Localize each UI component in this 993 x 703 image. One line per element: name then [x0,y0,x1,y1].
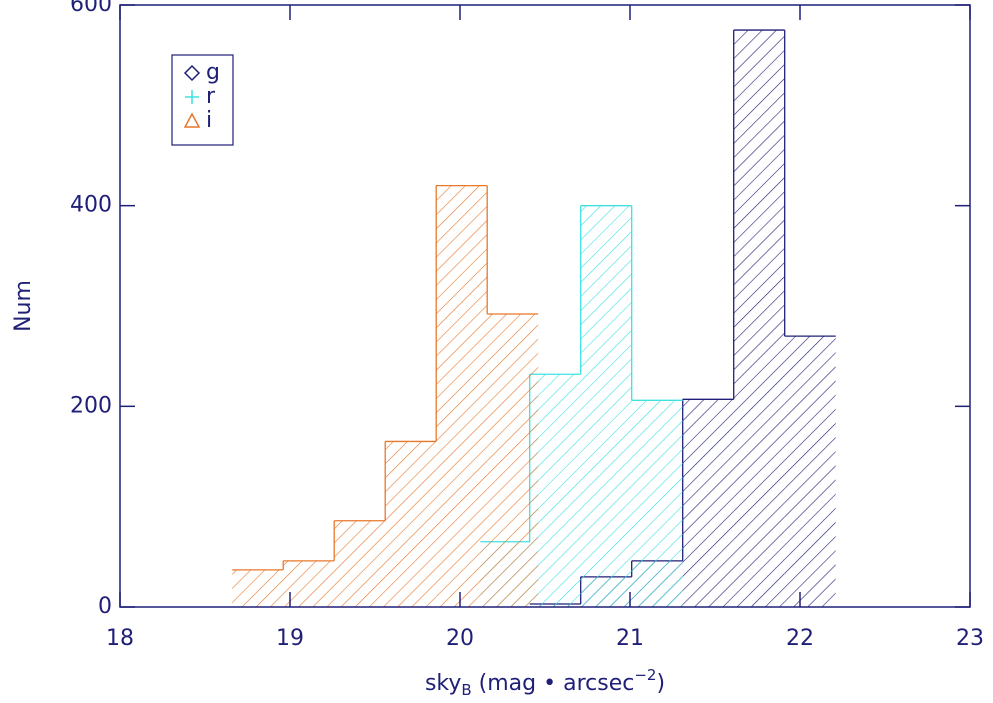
histogram-bar [733,30,785,608]
x-tick-label: 18 [106,626,134,651]
legend-label: r [206,84,216,109]
y-tick-label: 400 [70,193,112,218]
histogram-bar [682,399,734,607]
x-label-sup: −2 [634,666,656,684]
x-label-sub: B [461,681,471,699]
legend-box [171,54,234,146]
y-tick-label: 200 [70,393,112,418]
x-tick-label: 22 [786,626,814,651]
legend-marker [183,112,201,128]
histogram-bar [283,560,335,607]
x-tick-label: 20 [446,626,474,651]
histogram-bar [232,569,284,607]
histogram-bar [334,520,386,607]
x-label-part: (mag • arcsec [472,671,635,696]
histogram-bar [580,205,632,607]
x-tick-label: 23 [956,626,984,651]
histogram-bar [436,185,488,607]
histogram-bar [784,336,836,607]
y-axis-label: Num [11,280,36,332]
y-tick-label: 600 [70,0,112,17]
histogram-bar [385,441,437,607]
legend-label: i [206,108,212,133]
x-axis-label: skyB (mag • arcsec−2) [425,666,665,699]
histogram-bar [487,314,539,607]
y-tick-label: 0 [98,594,112,619]
histogram-bar [631,400,683,607]
x-label-part: ) [656,671,665,696]
x-tick-label: 19 [276,626,304,651]
legend-marker [183,64,201,82]
plot-frame [119,4,971,608]
legend-marker [185,90,199,104]
legend-label: g [206,60,220,85]
x-tick-label: 21 [616,626,644,651]
x-label-part: sky [425,671,461,696]
